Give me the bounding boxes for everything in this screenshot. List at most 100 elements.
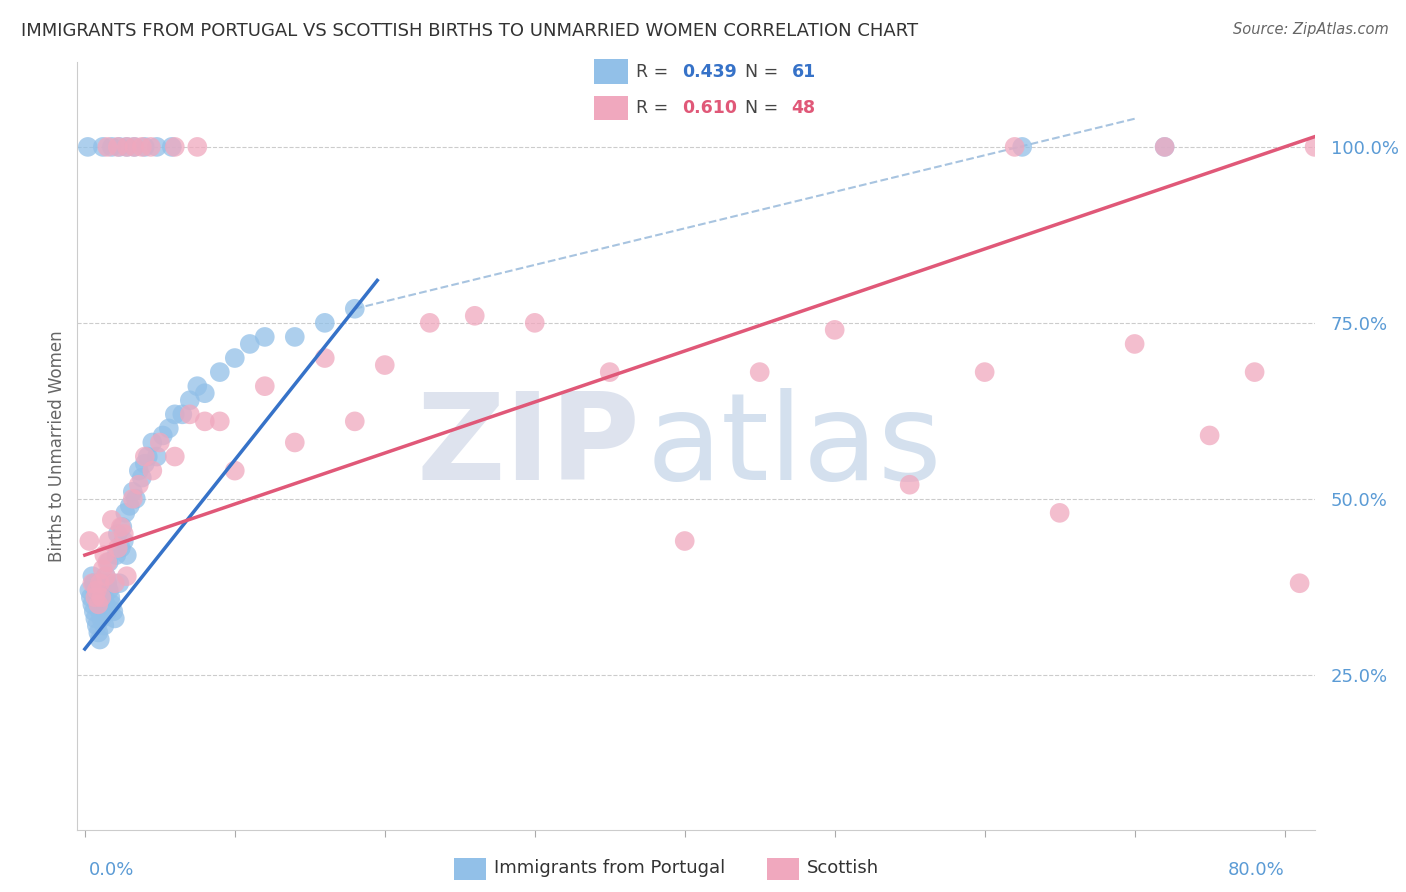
Text: Scottish: Scottish (807, 859, 879, 877)
Point (136, 450, 159, 464)
Point (107, 527, 129, 541)
Point (112, 534, 135, 549)
Point (98, 591, 121, 605)
Point (96, 604, 118, 618)
Point (114, 506, 136, 520)
Point (464, 309, 486, 323)
Point (1303, 140, 1326, 154)
Point (91, 576, 114, 591)
Y-axis label: Births to Unmarried Women: Births to Unmarried Women (48, 330, 66, 562)
Point (146, 140, 169, 154)
Point (87, 625, 110, 640)
Point (186, 379, 208, 393)
Point (208, 365, 231, 379)
Point (1123, 337, 1146, 351)
Point (1198, 428, 1220, 442)
Point (104, 611, 127, 625)
Point (141, 435, 163, 450)
Point (125, 491, 148, 506)
Point (1153, 140, 1175, 154)
Point (1243, 365, 1265, 379)
Text: N =: N = (745, 99, 783, 117)
Bar (593, 95, 627, 120)
Point (118, 499, 141, 513)
Bar (454, 858, 486, 880)
Bar (593, 60, 627, 84)
Point (152, 428, 174, 442)
Point (179, 393, 201, 408)
Point (82, 569, 104, 583)
Point (748, 365, 770, 379)
Point (284, 330, 307, 344)
Point (343, 414, 366, 428)
Point (89, 632, 111, 647)
Point (343, 301, 366, 316)
Point (194, 386, 217, 401)
Point (93, 591, 115, 605)
Point (101, 598, 124, 612)
Point (121, 491, 143, 506)
Point (134, 450, 156, 464)
Point (419, 316, 441, 330)
Point (898, 477, 921, 491)
Point (82, 576, 104, 591)
Point (91, 562, 114, 576)
Point (124, 140, 146, 154)
Point (124, 140, 146, 154)
Point (80, 591, 103, 605)
Point (824, 323, 846, 337)
Text: ZIP: ZIP (416, 387, 640, 505)
Point (253, 379, 276, 393)
Point (83, 604, 105, 618)
Point (84, 591, 107, 605)
Point (1288, 576, 1310, 591)
Point (89, 604, 111, 618)
Point (76, 140, 98, 154)
Point (179, 407, 201, 421)
Point (90, 591, 112, 605)
Point (91, 604, 114, 618)
Text: 80.0%: 80.0% (1227, 862, 1285, 880)
Point (141, 464, 163, 478)
Text: 61: 61 (792, 62, 815, 80)
Text: R =: R = (636, 99, 673, 117)
Point (157, 421, 180, 435)
Point (96, 576, 118, 591)
Text: 0.0%: 0.0% (90, 862, 135, 880)
Point (163, 407, 186, 421)
Point (115, 140, 138, 154)
Point (105, 548, 128, 562)
Point (101, 513, 124, 527)
Point (1153, 140, 1175, 154)
Text: 0.610: 0.610 (682, 99, 737, 117)
Point (101, 140, 124, 154)
Point (186, 140, 208, 154)
Point (134, 140, 156, 154)
Point (103, 604, 125, 618)
Point (146, 450, 169, 464)
Point (108, 576, 131, 591)
Point (84, 611, 107, 625)
Point (82, 598, 104, 612)
Point (253, 330, 276, 344)
Point (110, 541, 132, 555)
Point (89, 576, 111, 591)
Point (90, 611, 112, 625)
Point (87, 598, 110, 612)
Point (131, 140, 153, 154)
Point (1011, 140, 1033, 154)
Text: R =: R = (636, 62, 673, 80)
Point (131, 471, 153, 485)
Text: atlas: atlas (647, 387, 942, 505)
Point (111, 520, 134, 534)
Point (79, 583, 101, 598)
Point (172, 407, 194, 421)
Text: Source: ZipAtlas.com: Source: ZipAtlas.com (1233, 22, 1389, 37)
Point (121, 484, 143, 499)
Point (973, 365, 995, 379)
Point (112, 527, 135, 541)
Point (374, 358, 396, 372)
Point (86, 583, 108, 598)
Point (284, 435, 307, 450)
Point (79, 534, 101, 549)
